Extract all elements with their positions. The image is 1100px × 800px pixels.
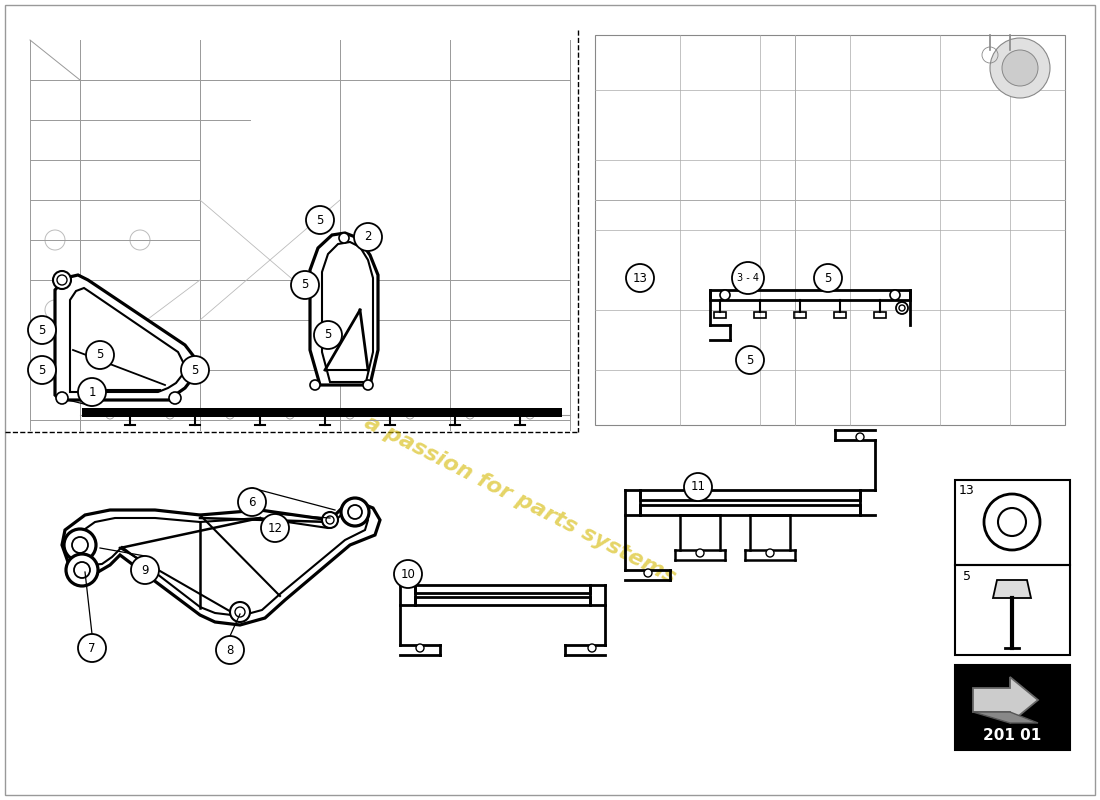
Circle shape — [28, 356, 56, 384]
Bar — [415, 597, 590, 605]
Circle shape — [56, 392, 68, 404]
Text: 5: 5 — [97, 349, 103, 362]
Circle shape — [720, 290, 730, 300]
Circle shape — [348, 505, 362, 519]
Circle shape — [28, 316, 56, 344]
Circle shape — [736, 346, 764, 374]
Circle shape — [984, 494, 1040, 550]
Text: 5: 5 — [317, 214, 323, 226]
Circle shape — [814, 264, 842, 292]
Text: 13: 13 — [959, 483, 975, 497]
Circle shape — [341, 498, 368, 526]
Text: 5: 5 — [324, 329, 332, 342]
Text: 5: 5 — [301, 278, 309, 291]
Circle shape — [261, 514, 289, 542]
Polygon shape — [974, 712, 1038, 723]
Bar — [794, 312, 806, 318]
Text: 1: 1 — [88, 386, 96, 398]
Text: 2: 2 — [364, 230, 372, 243]
Polygon shape — [993, 580, 1031, 598]
Text: a passion for parts systems: a passion for parts systems — [361, 412, 679, 588]
Circle shape — [182, 356, 209, 384]
Circle shape — [696, 549, 704, 557]
Circle shape — [310, 380, 320, 390]
Bar — [955, 665, 1070, 750]
Circle shape — [74, 562, 90, 578]
Text: 8: 8 — [227, 643, 233, 657]
Polygon shape — [974, 677, 1038, 723]
Text: 13: 13 — [632, 271, 648, 285]
Bar — [82, 408, 562, 417]
Circle shape — [339, 233, 349, 243]
Text: 6: 6 — [249, 495, 255, 509]
Text: 7: 7 — [88, 642, 96, 654]
Circle shape — [235, 607, 245, 617]
Bar — [640, 505, 860, 515]
Circle shape — [998, 508, 1026, 536]
Text: 12: 12 — [267, 522, 283, 534]
Circle shape — [890, 290, 900, 300]
Circle shape — [314, 321, 342, 349]
Text: 3 - 4: 3 - 4 — [737, 273, 759, 283]
Circle shape — [363, 380, 373, 390]
Circle shape — [216, 636, 244, 664]
Bar — [710, 290, 910, 300]
Bar — [714, 312, 726, 318]
Circle shape — [306, 206, 334, 234]
Circle shape — [72, 537, 88, 553]
Polygon shape — [62, 502, 380, 625]
Circle shape — [732, 262, 764, 294]
Bar — [834, 312, 846, 318]
Bar — [955, 565, 1070, 655]
Circle shape — [326, 516, 334, 524]
Text: 5: 5 — [746, 354, 754, 366]
Circle shape — [416, 644, 424, 652]
Circle shape — [322, 512, 338, 528]
Circle shape — [626, 264, 654, 292]
Circle shape — [57, 275, 67, 285]
Circle shape — [53, 271, 72, 289]
Circle shape — [230, 602, 250, 622]
Bar — [595, 35, 1065, 425]
Circle shape — [766, 549, 774, 557]
Text: 5: 5 — [824, 271, 832, 285]
Circle shape — [394, 560, 422, 588]
Circle shape — [856, 433, 864, 441]
Bar — [955, 480, 1070, 565]
Circle shape — [684, 473, 712, 501]
Circle shape — [86, 341, 114, 369]
Text: 5: 5 — [39, 363, 46, 377]
Text: 5: 5 — [962, 570, 971, 583]
Circle shape — [354, 223, 382, 251]
Circle shape — [588, 644, 596, 652]
Bar — [640, 490, 860, 500]
Text: 10: 10 — [400, 567, 416, 581]
Circle shape — [78, 378, 106, 406]
Circle shape — [1002, 50, 1038, 86]
Text: 201 01: 201 01 — [983, 727, 1041, 742]
Polygon shape — [55, 275, 195, 400]
Circle shape — [238, 488, 266, 516]
Text: 5: 5 — [39, 323, 46, 337]
Polygon shape — [310, 233, 378, 385]
Text: 9: 9 — [141, 563, 149, 577]
Text: 11: 11 — [691, 481, 705, 494]
Circle shape — [64, 529, 96, 561]
Bar — [415, 585, 590, 593]
Bar — [754, 312, 766, 318]
Circle shape — [169, 392, 182, 404]
Circle shape — [292, 271, 319, 299]
Circle shape — [131, 556, 160, 584]
Circle shape — [896, 302, 907, 314]
Bar — [874, 312, 886, 318]
Circle shape — [644, 569, 652, 577]
Text: 5: 5 — [191, 363, 199, 377]
Circle shape — [990, 38, 1050, 98]
Circle shape — [66, 554, 98, 586]
Circle shape — [78, 634, 106, 662]
Circle shape — [899, 305, 905, 311]
